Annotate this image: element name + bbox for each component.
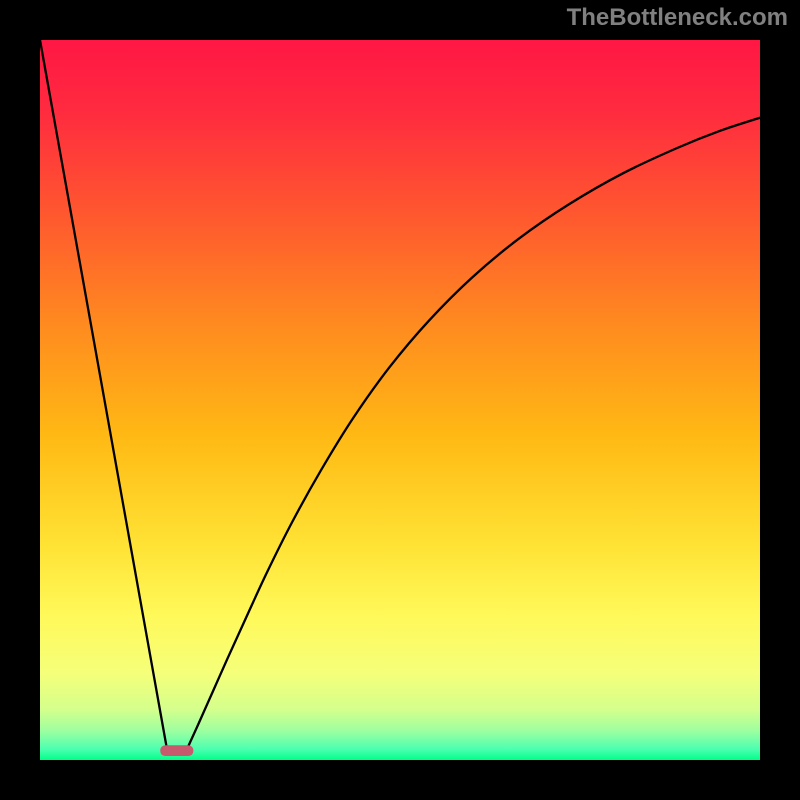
bottleneck-chart: TheBottleneck.com: [0, 0, 800, 800]
chart-plot-area: [40, 40, 760, 760]
chart-svg: [0, 0, 800, 800]
optimal-range-marker: [160, 745, 193, 756]
watermark-text: TheBottleneck.com: [567, 4, 788, 32]
